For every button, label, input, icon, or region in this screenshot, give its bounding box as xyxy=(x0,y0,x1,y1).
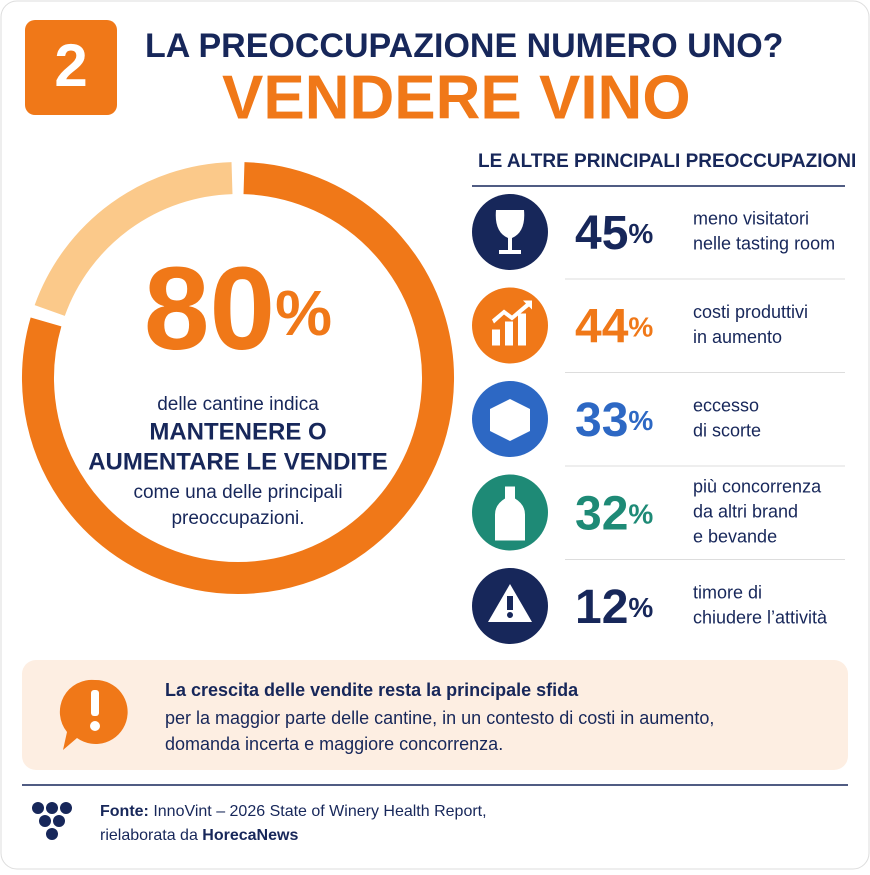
icon xyxy=(490,399,530,441)
badge-number: 2 xyxy=(54,32,87,99)
item-unit: % xyxy=(628,592,653,623)
title-highlight: VENDERE VINO xyxy=(222,63,691,132)
item-number: 33 xyxy=(575,394,628,447)
note-line: per la maggior parte delle cantine, in u… xyxy=(165,708,714,728)
item-desc: di scorte xyxy=(693,420,761,440)
main-line: MANTENERE O xyxy=(149,418,326,445)
source-label: Fonte: xyxy=(100,803,149,820)
item-desc: nelle tasting room xyxy=(693,233,835,253)
main-line: delle cantine indica xyxy=(157,394,319,415)
item-number: 44 xyxy=(575,300,629,353)
item-desc: in aumento xyxy=(693,327,782,347)
item-unit: % xyxy=(628,218,653,249)
item-desc: chiudere l’attività xyxy=(693,607,828,627)
grapes-icon xyxy=(32,802,72,840)
source-brand: HorecaNews xyxy=(202,827,298,844)
donut-arc xyxy=(22,162,454,594)
item-desc: costi produttivi xyxy=(693,302,808,322)
item-number: 32 xyxy=(575,487,628,540)
main-line: preoccupazioni. xyxy=(171,508,304,529)
icon xyxy=(492,300,532,346)
item-unit: % xyxy=(628,312,653,343)
item-value: 12% xyxy=(575,581,653,634)
item-value: 44% xyxy=(575,300,653,353)
main-number: 80 xyxy=(144,243,275,375)
main-line: AUMENTARE LE VENDITE xyxy=(88,448,388,475)
note-icon-mark xyxy=(91,690,99,716)
note-box xyxy=(22,660,848,770)
source-line: Fonte: InnoVint – 2026 State of Winery H… xyxy=(100,803,487,820)
item-unit: % xyxy=(628,499,653,530)
item-number: 12 xyxy=(575,581,628,634)
item-desc: meno visitatori xyxy=(693,208,809,228)
title: LA PREOCCUPAZIONE NUMERO UNO? xyxy=(145,27,783,65)
items: 45% meno visitatori nelle tasting room 44% c… xyxy=(472,194,845,644)
source-line: rielaborata da HorecaNews xyxy=(100,827,298,844)
item-desc: eccesso xyxy=(693,395,759,415)
donut-rest xyxy=(34,162,233,317)
item-desc: e bevande xyxy=(693,526,777,546)
item-value: 33% xyxy=(575,394,653,447)
main-line: come una delle principali xyxy=(133,482,342,503)
icon xyxy=(495,486,525,541)
note-title: La crescita delle vendite resta la princ… xyxy=(165,680,579,700)
item-number: 45 xyxy=(575,207,628,260)
icon xyxy=(495,210,525,254)
item-desc: più concorrenza xyxy=(693,476,822,496)
number-badge xyxy=(25,20,117,115)
donut: 80% delle cantine indica MANTENERE O AUMENT… xyxy=(22,162,454,594)
main-unit: % xyxy=(275,277,332,349)
main-value: 80% xyxy=(144,243,332,375)
source-prefix: rielaborata da xyxy=(100,827,202,844)
icon-dot xyxy=(507,612,513,618)
item-unit: % xyxy=(628,405,653,436)
list-heading: LE ALTRE PRINCIPALI PREOCCUPAZIONI xyxy=(478,151,856,172)
item-desc: da altri brand xyxy=(693,501,798,521)
item-value: 32% xyxy=(575,487,653,540)
item-desc: timore di xyxy=(693,582,762,602)
icon-mark xyxy=(507,596,513,610)
note-line: domanda incerta e maggiore concorrenza. xyxy=(165,734,503,754)
item-value: 45% xyxy=(575,207,653,260)
note-icon-dot xyxy=(90,721,100,731)
source-text: InnoVint – 2026 State of Winery Health R… xyxy=(149,803,487,820)
